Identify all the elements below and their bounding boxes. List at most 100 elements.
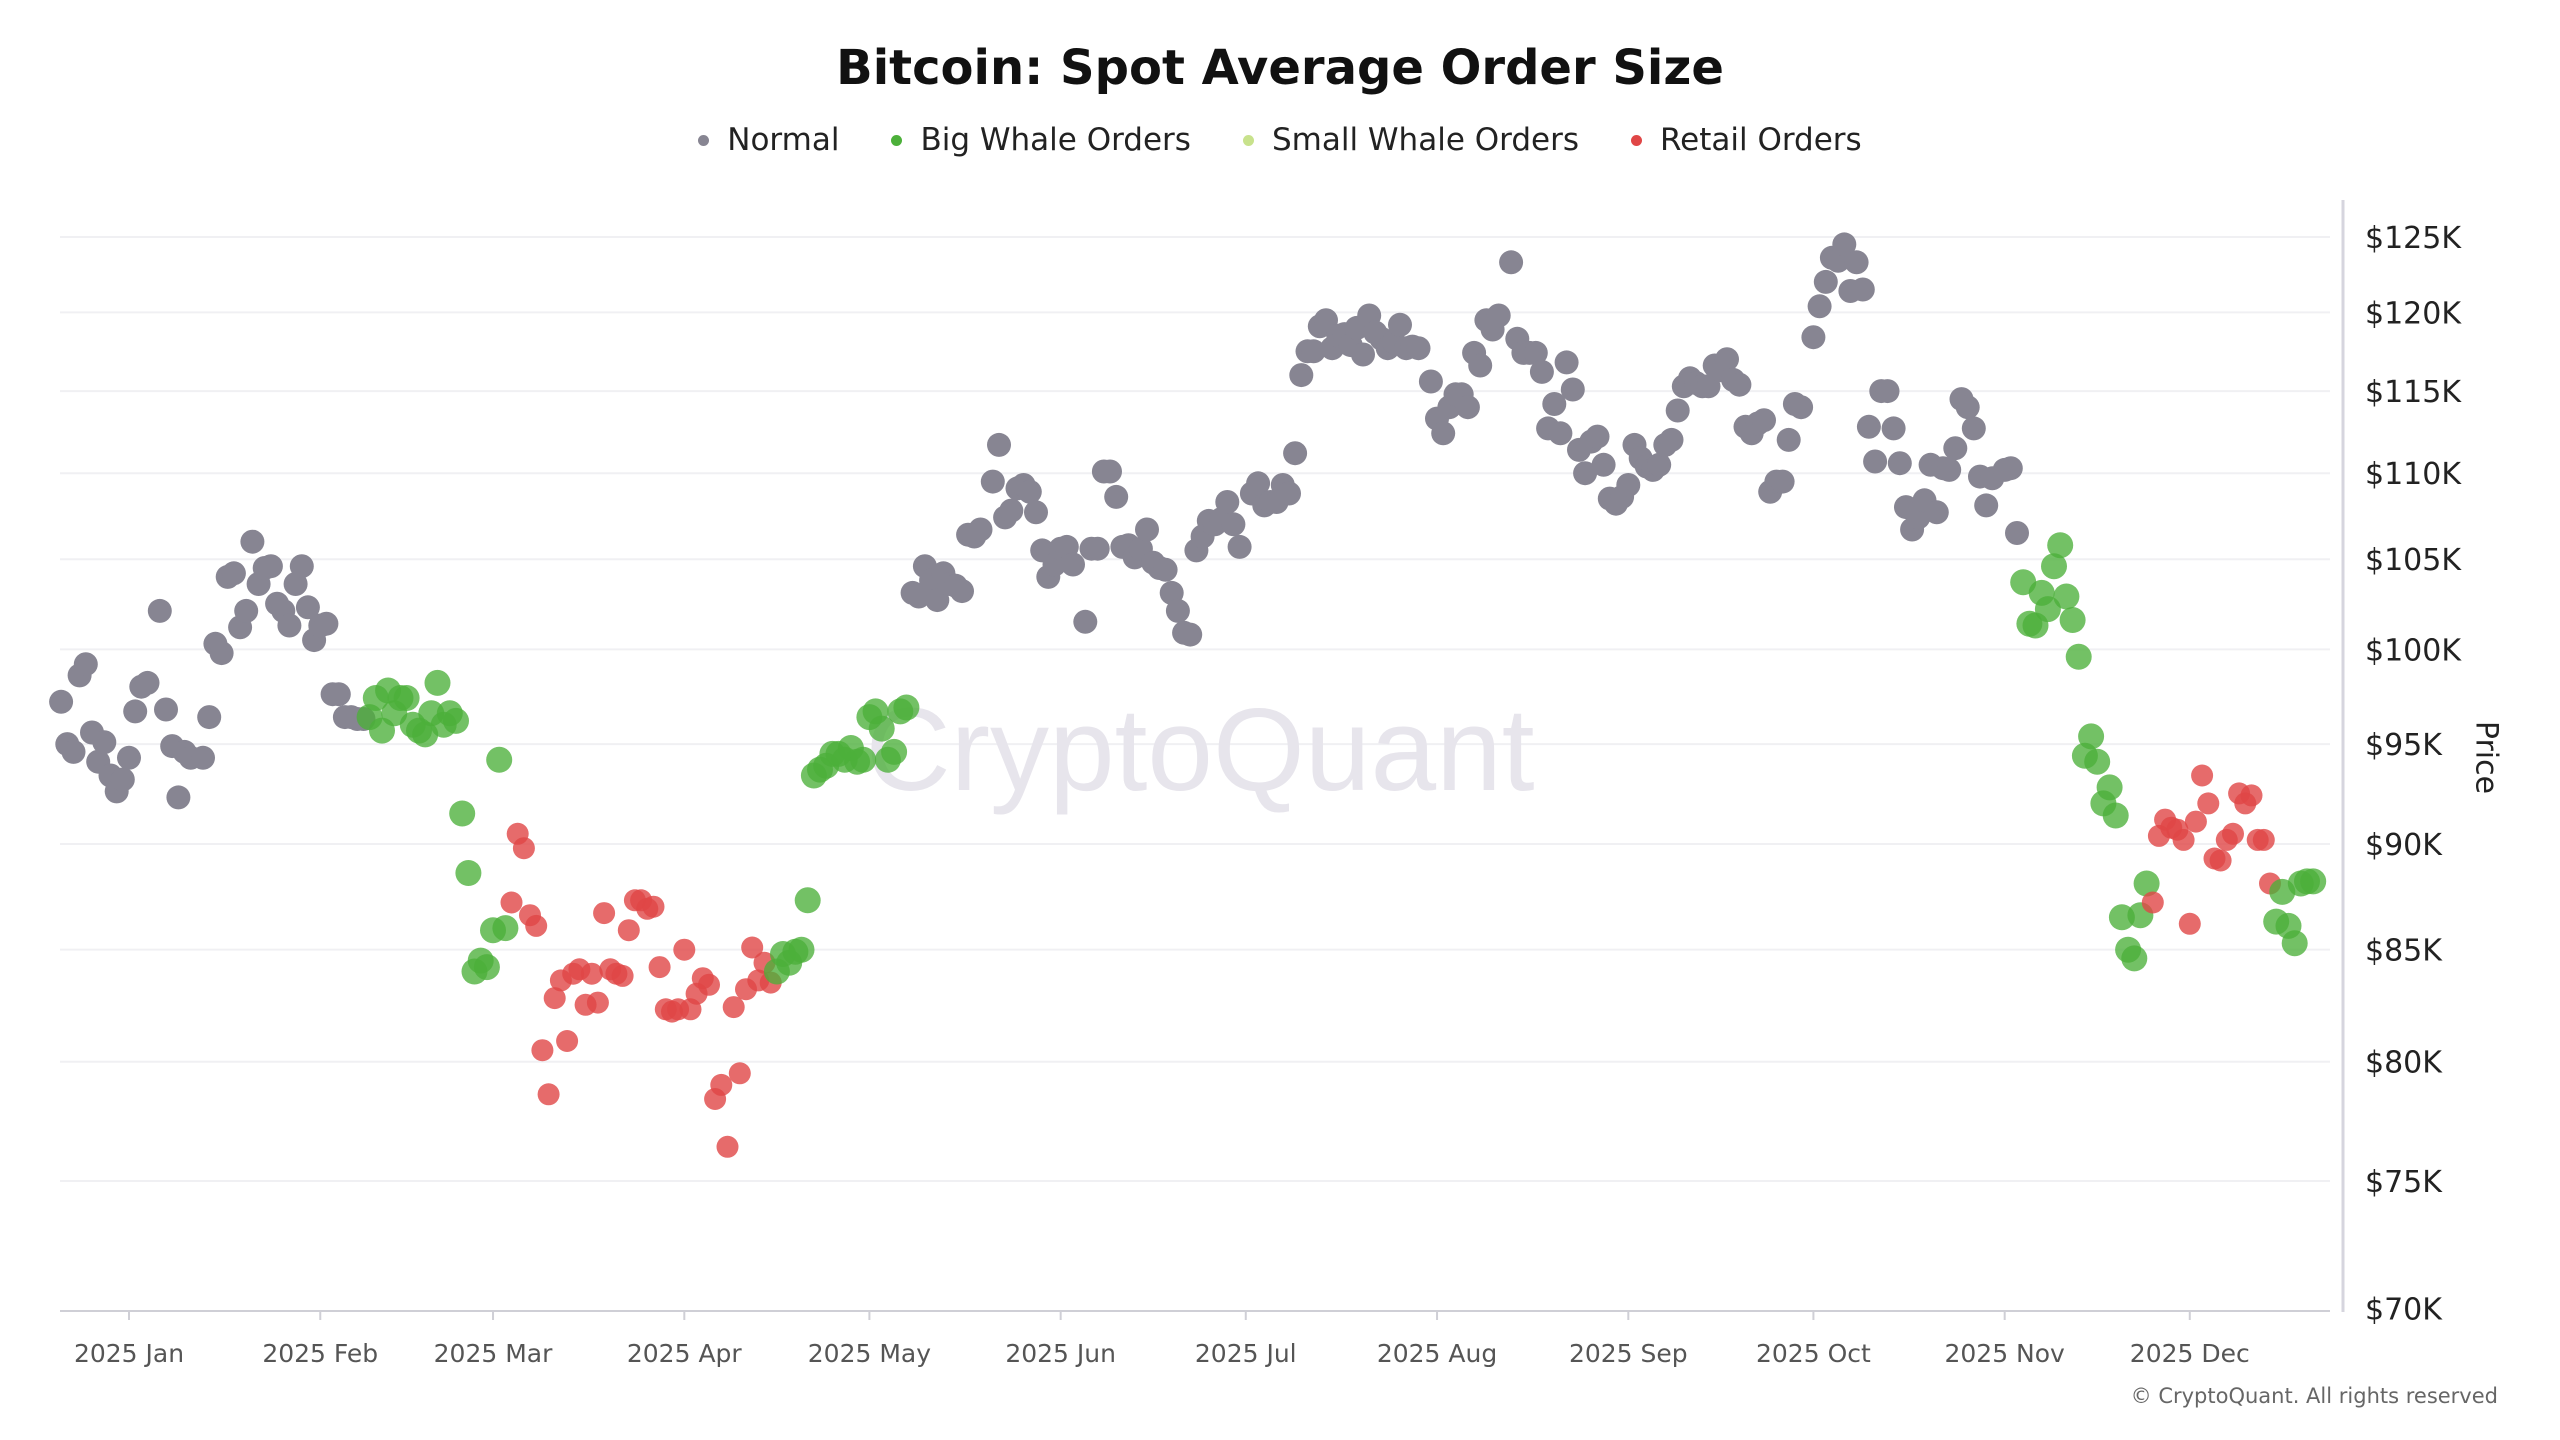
point-normal[interactable] <box>1801 325 1826 350</box>
point-normal[interactable] <box>326 682 351 707</box>
point-normal[interactable] <box>1098 459 1122 484</box>
point-normal[interactable] <box>1974 493 1999 518</box>
point-retail[interactable] <box>2172 828 2195 851</box>
point-normal[interactable] <box>166 785 191 810</box>
point-retail[interactable] <box>673 938 696 961</box>
point-big-whale[interactable] <box>2121 945 2148 972</box>
point-normal[interactable] <box>1542 392 1567 416</box>
point-big-whale[interactable] <box>2300 868 2327 895</box>
point-normal[interactable] <box>1937 457 1962 482</box>
point-normal[interactable] <box>1616 473 1641 497</box>
point-normal[interactable] <box>1455 395 1480 420</box>
point-normal[interactable] <box>1215 490 1240 514</box>
point-normal[interactable] <box>1776 427 1801 452</box>
point-big-whale[interactable] <box>486 746 513 773</box>
point-retail[interactable] <box>525 914 548 937</box>
point-normal[interactable] <box>1875 379 1900 404</box>
point-normal[interactable] <box>1277 481 1301 506</box>
point-big-whale[interactable] <box>788 936 815 963</box>
point-normal[interactable] <box>1807 294 1832 319</box>
point-normal[interactable] <box>314 611 339 636</box>
point-normal[interactable] <box>1752 408 1776 433</box>
point-big-whale[interactable] <box>2053 583 2080 610</box>
point-normal[interactable] <box>1486 303 1511 328</box>
point-normal[interactable] <box>61 739 86 764</box>
point-normal[interactable] <box>968 517 993 542</box>
point-normal[interactable] <box>1924 500 1949 525</box>
point-big-whale[interactable] <box>2047 532 2074 559</box>
legend-item-retail[interactable]: Retail Orders <box>1631 122 1862 158</box>
point-normal[interactable] <box>1813 269 1838 294</box>
point-big-whale[interactable] <box>2096 774 2123 801</box>
point-normal[interactable] <box>1850 277 1875 302</box>
point-normal[interactable] <box>92 730 117 755</box>
point-normal[interactable] <box>1832 232 1857 257</box>
point-normal[interactable] <box>1560 377 1585 402</box>
point-normal[interactable] <box>1431 421 1456 446</box>
point-normal[interactable] <box>49 689 74 714</box>
point-retail[interactable] <box>698 973 720 996</box>
point-big-whale[interactable] <box>455 860 482 886</box>
point-normal[interactable] <box>234 598 259 623</box>
point-normal[interactable] <box>1943 436 1968 461</box>
point-retail[interactable] <box>543 987 566 1010</box>
point-retail[interactable] <box>611 964 634 987</box>
point-retail[interactable] <box>2240 784 2263 807</box>
point-retail[interactable] <box>531 1039 554 1062</box>
legend-item-normal[interactable]: Normal <box>698 122 839 158</box>
point-big-whale[interactable] <box>2065 643 2092 670</box>
point-normal[interactable] <box>191 745 215 770</box>
point-retail[interactable] <box>556 1030 579 1052</box>
point-normal[interactable] <box>1770 469 1795 494</box>
point-normal[interactable] <box>1153 557 1178 582</box>
point-normal[interactable] <box>1073 609 1098 634</box>
point-normal[interactable] <box>1165 598 1190 623</box>
point-normal[interactable] <box>1135 517 1159 542</box>
legend-item-small-whale[interactable]: Small Whale Orders <box>1242 122 1579 158</box>
point-normal[interactable] <box>1289 363 1314 388</box>
point-big-whale[interactable] <box>2084 748 2111 775</box>
point-big-whale[interactable] <box>393 685 420 711</box>
point-normal[interactable] <box>1529 359 1554 384</box>
point-normal[interactable] <box>999 498 1024 523</box>
point-retail[interactable] <box>2252 828 2275 851</box>
point-normal[interactable] <box>209 641 234 666</box>
point-big-whale[interactable] <box>868 715 895 742</box>
point-retail[interactable] <box>593 902 616 925</box>
point-normal[interactable] <box>1585 424 1610 449</box>
point-big-whale[interactable] <box>2078 723 2105 750</box>
point-normal[interactable] <box>221 561 246 586</box>
point-retail[interactable] <box>586 991 609 1014</box>
point-normal[interactable] <box>987 432 1011 457</box>
point-normal[interactable] <box>1591 452 1616 477</box>
point-retail[interactable] <box>648 956 671 979</box>
point-big-whale[interactable] <box>449 800 476 827</box>
point-normal[interactable] <box>1881 416 1906 441</box>
point-normal[interactable] <box>1844 250 1869 275</box>
point-big-whale[interactable] <box>2281 930 2308 957</box>
point-normal[interactable] <box>1554 350 1579 375</box>
point-normal[interactable] <box>1961 416 1986 441</box>
point-normal[interactable] <box>289 554 314 579</box>
point-normal[interactable] <box>1727 372 1752 397</box>
point-normal[interactable] <box>1351 342 1375 367</box>
point-normal[interactable] <box>1418 369 1443 394</box>
point-retail[interactable] <box>710 1073 733 1096</box>
point-big-whale[interactable] <box>2034 596 2061 623</box>
point-big-whale[interactable] <box>2059 607 2086 633</box>
point-normal[interactable] <box>295 595 320 620</box>
point-retail[interactable] <box>2209 849 2232 872</box>
point-normal[interactable] <box>1104 484 1129 509</box>
point-big-whale[interactable] <box>473 954 500 981</box>
point-normal[interactable] <box>197 705 222 730</box>
point-normal[interactable] <box>154 697 178 722</box>
point-big-whale[interactable] <box>881 738 908 765</box>
point-retail[interactable] <box>500 891 523 914</box>
point-normal[interactable] <box>1863 449 1888 474</box>
point-normal[interactable] <box>950 579 974 604</box>
legend-item-big-whale[interactable]: Big Whale Orders <box>891 122 1191 158</box>
point-retail[interactable] <box>741 936 764 959</box>
point-big-whale[interactable] <box>2102 802 2129 829</box>
point-normal[interactable] <box>1388 312 1412 337</box>
point-normal[interactable] <box>1573 461 1598 486</box>
